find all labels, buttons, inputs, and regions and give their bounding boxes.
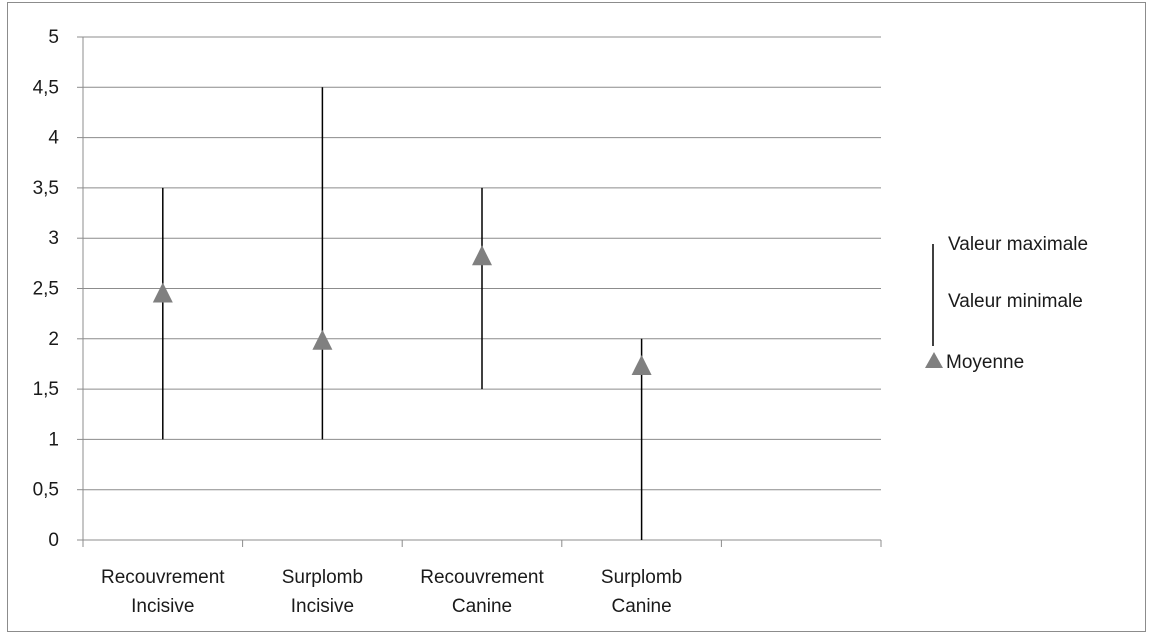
legend-label-max: Valeur maximale <box>948 234 1088 255</box>
x-tick-label: Surplomb <box>601 567 682 588</box>
y-tick-label: 0,5 <box>33 480 59 501</box>
y-tick-label: 4 <box>48 128 59 149</box>
mean-markers <box>152 245 652 375</box>
y-tick-label: 0 <box>48 530 59 551</box>
legend-mean-marker-icon <box>925 352 943 368</box>
y-tick-label: 1 <box>48 429 59 450</box>
y-tick-label: 1,5 <box>33 379 59 400</box>
x-tick-label: Incisive <box>131 596 194 617</box>
y-tick-label: 3,5 <box>33 178 59 199</box>
chart-frame <box>7 2 1146 632</box>
mean-marker <box>472 245 492 266</box>
mean-marker <box>312 329 333 350</box>
x-tick-label: Recouvrement <box>101 567 225 588</box>
y-tick-label: 4,5 <box>33 77 59 98</box>
x-tick-label: Surplomb <box>282 567 363 588</box>
y-tick-label: 3 <box>48 228 59 249</box>
y-tick-label: 2,5 <box>33 279 59 300</box>
x-tick-labels: Recouvrement Incisive Surplomb Incisive Reco… <box>101 567 682 617</box>
legend-label-min: Valeur minimale <box>948 291 1083 312</box>
legend-label-mean: Moyenne <box>946 352 1024 373</box>
x-tick-label: Canine <box>611 596 671 617</box>
range-lines <box>162 87 643 540</box>
legend: Valeur maximale Valeur minimale Moyenne <box>925 234 1088 373</box>
x-tick-label: Incisive <box>291 596 354 617</box>
y-tick-labels: 0 0,5 1 1,5 2 2,5 3 3,5 4 4,5 5 <box>33 27 60 551</box>
x-tick-label: Canine <box>452 596 512 617</box>
axes <box>77 36 882 547</box>
y-tick-label: 2 <box>48 329 59 350</box>
mean-marker <box>631 354 652 375</box>
x-tick-label: Recouvrement <box>420 567 544 588</box>
gridlines <box>83 36 881 491</box>
y-tick-label: 5 <box>48 27 59 48</box>
mean-marker <box>152 282 173 303</box>
